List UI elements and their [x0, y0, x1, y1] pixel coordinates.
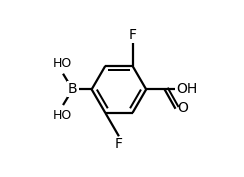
Text: O: O — [177, 101, 188, 115]
Text: F: F — [129, 28, 137, 42]
Text: OH: OH — [177, 82, 198, 96]
Text: HO: HO — [52, 57, 72, 70]
Text: HO: HO — [52, 109, 72, 122]
Text: F: F — [115, 137, 123, 151]
Text: B: B — [68, 82, 77, 96]
